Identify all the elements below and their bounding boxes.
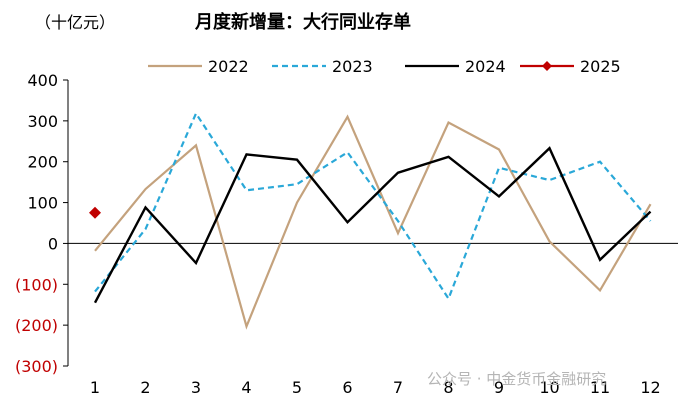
series-2023 [94,111,652,302]
x-tick-label: 7 [393,378,403,397]
x-tick-label: 6 [342,378,352,397]
unit-label: （十亿元） [35,13,115,32]
series-2025 [89,206,101,219]
series-line [94,111,652,302]
legend-item: 2024 [405,57,506,76]
chart-title: 月度新增量：大行同业存单 [194,11,411,33]
legend-label: 2024 [465,57,506,76]
legend-item: 2023 [272,57,373,76]
x-tick-label: 11 [590,378,610,397]
y-tick-label: (300) [15,357,58,376]
x-tick-label: 4 [241,378,251,397]
x-tick-label: 2 [140,378,150,397]
y-tick-label: 400 [27,71,58,90]
x-tick-label: 12 [640,378,660,397]
y-tick-label: (100) [15,275,58,294]
series-2024 [93,146,652,304]
legend-label: 2022 [208,57,249,76]
y-tick-label: 200 [27,153,58,172]
data-point-marker [89,206,101,219]
watermark-text: 公众号 · 中金货币金融研究 [427,370,606,388]
series-line [94,114,652,330]
x-tick-label: 9 [494,378,504,397]
x-axis-ticks: 1 2 3 4 5 6 7 8 9 10 11 12 [90,378,661,397]
y-tick-label: 100 [27,194,58,213]
legend-label: 2025 [580,57,621,76]
legend-label: 2023 [332,57,373,76]
y-axis-ticks: 400 300 200 100 0 (100) (200) (300) [15,71,68,376]
y-tick-label: (200) [15,316,58,335]
series-2022 [94,114,652,330]
x-tick-label: 8 [443,378,453,397]
legend: 2022 2023 2024 2025 [148,57,621,76]
y-tick-label: 0 [48,234,58,253]
x-tick-label: 10 [539,378,559,397]
legend-item: 2022 [148,57,249,76]
y-tick-label: 300 [27,112,58,131]
legend-marker [542,61,552,71]
legend-item: 2025 [520,57,621,76]
x-tick-label: 5 [292,378,302,397]
x-tick-label: 1 [90,378,100,397]
series-line [93,146,652,304]
plot-area [89,111,652,330]
x-tick-label: 3 [191,378,201,397]
